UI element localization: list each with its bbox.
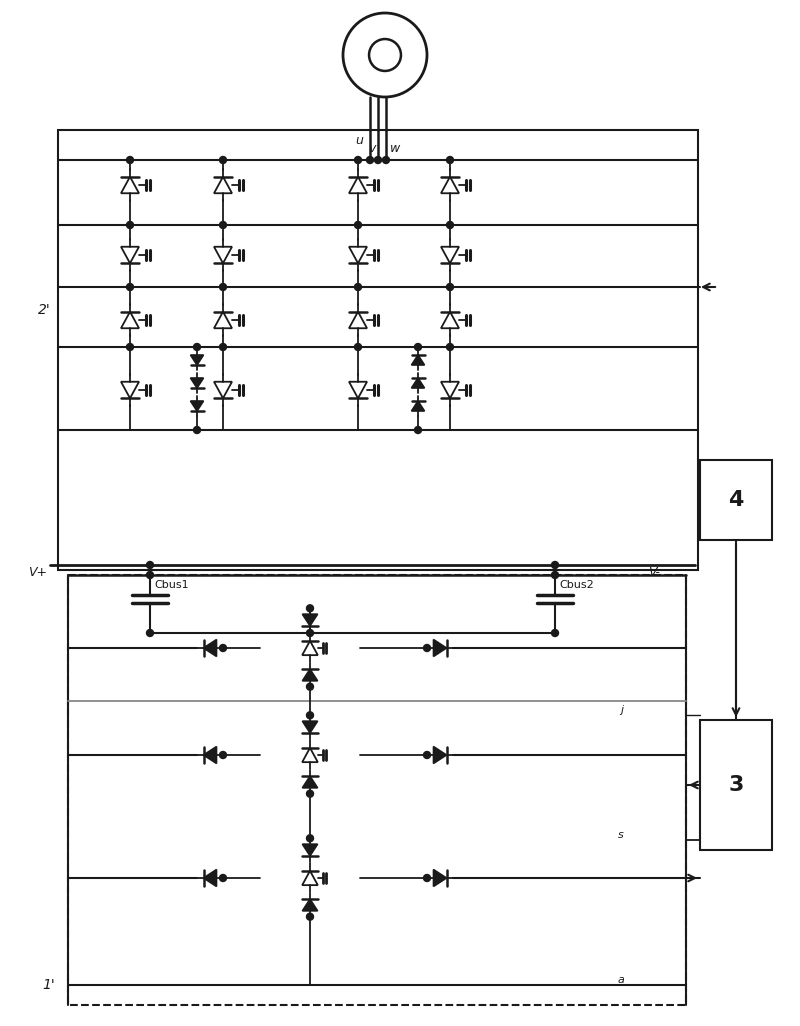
- Polygon shape: [434, 639, 446, 657]
- Circle shape: [414, 427, 422, 434]
- Circle shape: [126, 157, 134, 163]
- Polygon shape: [203, 747, 217, 763]
- Circle shape: [219, 874, 226, 881]
- Circle shape: [146, 630, 154, 636]
- Circle shape: [374, 157, 382, 163]
- Circle shape: [423, 644, 430, 652]
- Polygon shape: [302, 776, 318, 788]
- Polygon shape: [411, 355, 425, 365]
- Polygon shape: [411, 378, 425, 388]
- Polygon shape: [434, 747, 446, 763]
- Circle shape: [126, 222, 134, 229]
- Polygon shape: [302, 669, 318, 681]
- Circle shape: [219, 344, 226, 351]
- Circle shape: [306, 790, 314, 797]
- Circle shape: [354, 157, 362, 163]
- Text: 2': 2': [38, 303, 50, 317]
- Circle shape: [306, 913, 314, 920]
- Circle shape: [306, 835, 314, 841]
- Circle shape: [194, 344, 201, 351]
- Circle shape: [551, 571, 558, 579]
- Polygon shape: [190, 378, 203, 388]
- Text: V-: V-: [648, 566, 660, 580]
- Text: Cbus1: Cbus1: [154, 580, 189, 590]
- Circle shape: [446, 283, 454, 290]
- Polygon shape: [190, 401, 203, 411]
- Circle shape: [446, 344, 454, 351]
- Polygon shape: [434, 870, 446, 886]
- Bar: [700, 720, 772, 850]
- Polygon shape: [411, 401, 425, 411]
- Text: j: j: [620, 705, 623, 715]
- Text: s: s: [618, 830, 624, 840]
- Circle shape: [306, 683, 314, 690]
- Text: u: u: [355, 133, 363, 147]
- Circle shape: [306, 604, 314, 611]
- Circle shape: [219, 157, 226, 163]
- Text: v: v: [368, 142, 375, 155]
- Polygon shape: [190, 355, 203, 365]
- Circle shape: [414, 344, 422, 351]
- Text: w: w: [390, 142, 400, 155]
- Circle shape: [219, 222, 226, 229]
- Circle shape: [306, 630, 314, 636]
- Text: V+: V+: [28, 566, 47, 580]
- Bar: [700, 460, 772, 540]
- Circle shape: [366, 157, 374, 163]
- Text: 4: 4: [728, 490, 744, 510]
- Bar: [58, 130, 698, 570]
- Polygon shape: [302, 899, 318, 911]
- Polygon shape: [302, 844, 318, 856]
- Circle shape: [146, 561, 154, 568]
- Text: 1': 1': [42, 978, 54, 992]
- Circle shape: [446, 222, 454, 229]
- Polygon shape: [302, 615, 318, 626]
- Circle shape: [551, 630, 558, 636]
- Circle shape: [219, 283, 226, 290]
- Text: Cbus2: Cbus2: [559, 580, 594, 590]
- Circle shape: [219, 644, 226, 652]
- Circle shape: [551, 561, 558, 568]
- Circle shape: [423, 874, 430, 881]
- Circle shape: [306, 712, 314, 719]
- Circle shape: [354, 344, 362, 351]
- Circle shape: [126, 344, 134, 351]
- Circle shape: [126, 283, 134, 290]
- Circle shape: [423, 751, 430, 758]
- Circle shape: [354, 283, 362, 290]
- Circle shape: [354, 222, 362, 229]
- Text: 3: 3: [728, 775, 744, 795]
- Circle shape: [219, 751, 226, 758]
- Polygon shape: [302, 721, 318, 733]
- Circle shape: [194, 427, 201, 434]
- Bar: [68, 575, 686, 1005]
- Circle shape: [146, 571, 154, 579]
- Text: a: a: [618, 975, 625, 985]
- Circle shape: [382, 157, 390, 163]
- Polygon shape: [203, 639, 217, 657]
- Circle shape: [446, 157, 454, 163]
- Polygon shape: [203, 870, 217, 886]
